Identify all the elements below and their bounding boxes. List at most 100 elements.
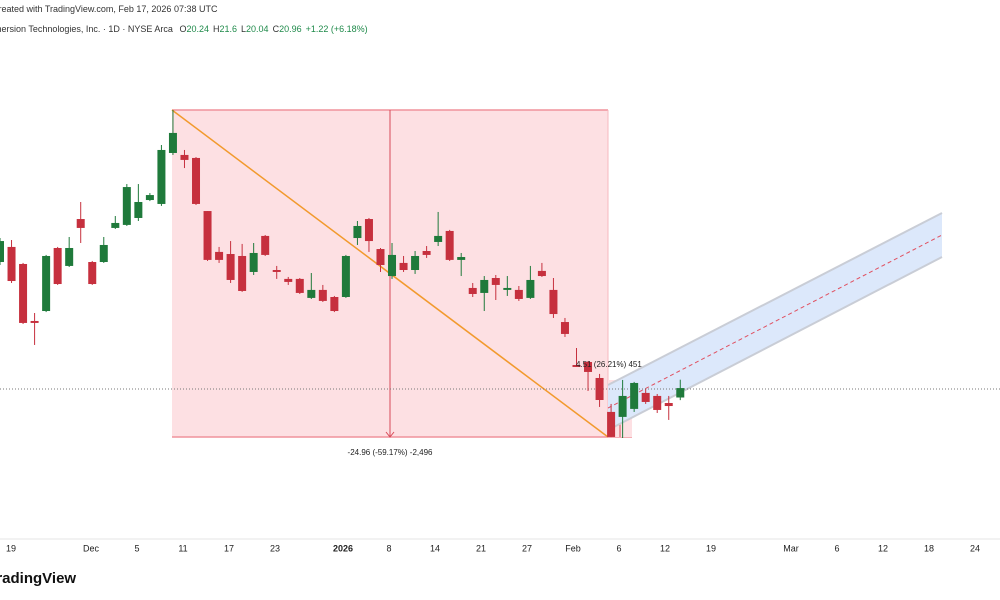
body bbox=[76, 219, 85, 228]
body bbox=[526, 279, 535, 298]
c-value: 20.96 bbox=[279, 24, 302, 34]
body bbox=[676, 388, 685, 398]
body bbox=[272, 270, 281, 272]
l-value: 20.04 bbox=[246, 24, 269, 34]
x-tick-label: 23 bbox=[270, 543, 280, 553]
h-label: H bbox=[212, 24, 220, 34]
body bbox=[238, 255, 247, 291]
measure-label: -24.96 (-59.17%) -2,496 bbox=[348, 448, 433, 457]
body bbox=[295, 278, 304, 293]
body bbox=[480, 279, 489, 293]
body bbox=[618, 395, 627, 417]
body bbox=[468, 287, 477, 294]
body bbox=[180, 154, 189, 160]
x-tick-label: Dec bbox=[83, 543, 100, 553]
x-tick-label: 19 bbox=[706, 543, 716, 553]
body bbox=[595, 377, 604, 400]
logo: TradingView bbox=[0, 570, 76, 587]
x-tick-label: 24 bbox=[970, 543, 980, 553]
symbol: mersion Technologies, Inc. · 1D · NYSE A… bbox=[0, 24, 173, 34]
x-tick-label: 12 bbox=[878, 543, 888, 553]
x-tick-label: 14 bbox=[430, 543, 440, 553]
arrow-head bbox=[385, 431, 395, 438]
body bbox=[434, 235, 443, 242]
symbol-line: mersion Technologies, Inc. · 1D · NYSE A… bbox=[0, 24, 372, 34]
body bbox=[560, 322, 569, 334]
x-tick-label: 8 bbox=[386, 543, 391, 553]
body bbox=[341, 255, 350, 297]
body bbox=[111, 222, 120, 228]
body bbox=[249, 252, 258, 272]
x-tick-label: 21 bbox=[476, 543, 486, 553]
body bbox=[261, 235, 270, 255]
body bbox=[0, 241, 4, 263]
measure-label-2: 4.51 (26.21%) 451 bbox=[576, 360, 642, 369]
x-tick-label: 2026 bbox=[333, 543, 353, 553]
body bbox=[630, 382, 639, 409]
x-tick-label: 6 bbox=[616, 543, 621, 553]
body bbox=[653, 395, 662, 410]
body bbox=[491, 277, 500, 285]
body bbox=[99, 244, 108, 263]
body bbox=[203, 211, 212, 260]
body bbox=[88, 262, 97, 285]
body bbox=[664, 403, 673, 407]
body bbox=[134, 201, 143, 218]
body bbox=[364, 219, 373, 242]
body bbox=[53, 247, 62, 285]
body bbox=[457, 257, 466, 260]
o-label: O bbox=[179, 24, 187, 34]
body bbox=[549, 289, 558, 315]
x-tick-label: 12 bbox=[660, 543, 670, 553]
x-tick-label: 19 bbox=[6, 543, 16, 553]
candles bbox=[0, 110, 685, 438]
body bbox=[641, 392, 650, 402]
body bbox=[445, 230, 454, 260]
body bbox=[215, 251, 224, 260]
change: +1.22 (+6.18%) bbox=[305, 24, 368, 34]
body bbox=[537, 270, 546, 277]
body bbox=[307, 289, 316, 298]
body bbox=[318, 289, 327, 301]
x-tick-label: 6 bbox=[834, 543, 839, 553]
body bbox=[514, 289, 523, 299]
channel-top bbox=[607, 212, 943, 386]
x-tick-label: Mar bbox=[783, 543, 799, 553]
body bbox=[411, 255, 420, 271]
x-tick-label: 11 bbox=[178, 543, 187, 553]
body bbox=[192, 157, 201, 204]
body bbox=[399, 262, 408, 271]
body bbox=[65, 247, 74, 266]
l-label: L bbox=[241, 24, 247, 34]
body bbox=[388, 254, 397, 277]
body bbox=[42, 255, 51, 312]
body bbox=[584, 361, 593, 372]
o-value: 20.24 bbox=[186, 24, 209, 34]
body bbox=[503, 287, 512, 290]
body bbox=[30, 320, 39, 323]
body bbox=[7, 246, 16, 282]
body bbox=[330, 296, 339, 312]
channel bbox=[608, 213, 942, 430]
body bbox=[422, 251, 431, 255]
body bbox=[607, 411, 616, 437]
c-label: C bbox=[272, 24, 280, 34]
body bbox=[157, 149, 166, 204]
body bbox=[353, 225, 362, 239]
body bbox=[19, 263, 28, 323]
body bbox=[145, 195, 154, 201]
body bbox=[376, 249, 385, 266]
body bbox=[572, 365, 581, 367]
body bbox=[284, 278, 293, 282]
body bbox=[168, 132, 177, 153]
channel-bottom bbox=[607, 256, 943, 431]
x-tick-label: 27 bbox=[522, 543, 532, 553]
body bbox=[226, 254, 235, 280]
x-tick-label: Feb bbox=[565, 543, 581, 553]
created-note: Created with TradingView.com, Feb 17, 20… bbox=[0, 4, 218, 14]
x-tick-label: 5 bbox=[134, 543, 139, 553]
h-value: 21.6 bbox=[219, 24, 238, 34]
body bbox=[122, 187, 131, 225]
